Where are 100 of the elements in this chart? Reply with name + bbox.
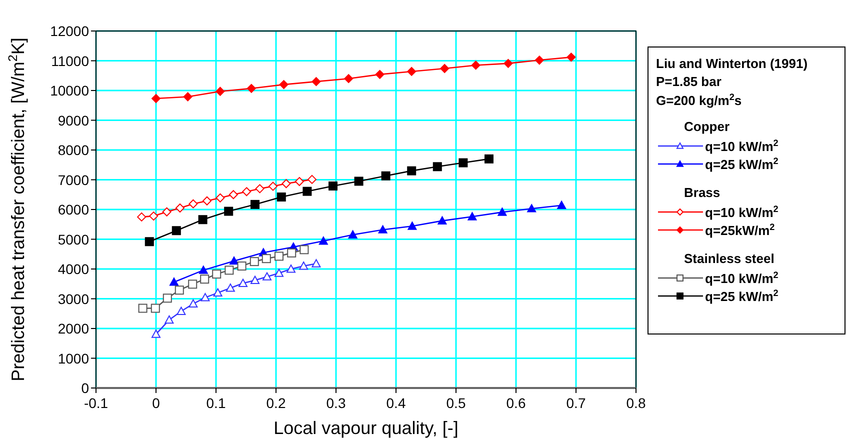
x-tick-label: 0.7: [566, 395, 586, 411]
point: [149, 212, 158, 221]
point: [344, 74, 354, 84]
point: [176, 306, 186, 315]
point: [237, 262, 246, 271]
point: [202, 196, 212, 206]
point: [138, 304, 148, 313]
legend-label: q=10 kW/m$^{2}$: [705, 138, 778, 154]
point: [198, 215, 208, 224]
point: [162, 207, 172, 216]
point: [137, 212, 146, 222]
y-tick-label: 2000: [58, 320, 90, 336]
point: [188, 280, 198, 289]
text: G=200 kg/m$^{2}$s: [656, 92, 742, 108]
y-tick-label: 0: [81, 380, 90, 396]
point: [152, 94, 160, 104]
point: [170, 278, 178, 286]
point: [188, 299, 198, 308]
point: [150, 304, 160, 313]
point: [224, 206, 234, 216]
legend-label: q=10 kW/m$^{2}$: [705, 270, 778, 286]
point: [242, 187, 252, 196]
point: [276, 192, 286, 202]
point: [328, 181, 338, 190]
x-tick-label: 0.8: [626, 395, 646, 411]
y-tick-label: 8000: [58, 142, 90, 158]
point: [200, 274, 210, 284]
point: [484, 154, 494, 164]
x-tick-label: 0.5: [446, 395, 466, 411]
point: [238, 278, 248, 287]
legend-title: Liu and Winterton (1991): [656, 56, 808, 71]
point: [250, 200, 260, 209]
y-tick-label: 9000: [58, 112, 90, 128]
text: Copper: [684, 119, 730, 134]
point: [498, 208, 507, 216]
y-tick-label: 1000: [58, 350, 90, 366]
point: [458, 158, 468, 168]
y-tick-label: 4000: [58, 261, 90, 277]
point: [200, 293, 210, 302]
point: [299, 262, 308, 270]
text: Brass: [684, 185, 720, 200]
point: [468, 212, 477, 220]
point: [144, 237, 154, 246]
point: [312, 77, 321, 86]
point: [407, 66, 416, 76]
y-tick-label: 7000: [58, 172, 90, 188]
point: [230, 256, 238, 265]
point: [172, 226, 181, 236]
point: [213, 288, 222, 296]
y-tick-label: 6000: [58, 202, 90, 218]
point: [262, 254, 271, 264]
point: [375, 70, 384, 79]
point: [308, 174, 316, 184]
point: [407, 166, 416, 176]
point: [432, 162, 442, 172]
point: [212, 270, 222, 279]
x-tick-label: 0.4: [386, 395, 406, 411]
point: [152, 330, 160, 338]
point: [274, 268, 284, 277]
x-tick-label: 0.3: [326, 395, 346, 411]
point: [471, 60, 480, 70]
point: [504, 58, 513, 68]
point: [250, 276, 260, 284]
point: [534, 56, 544, 65]
point: [318, 236, 328, 245]
x-tick-label: 0.6: [506, 395, 526, 411]
point: [246, 84, 256, 93]
x-tick-label: -0.1: [84, 395, 108, 411]
point: [378, 225, 388, 234]
point: [216, 86, 225, 96]
point: [174, 286, 184, 295]
point: [268, 182, 278, 191]
x-tick-label: 0.1: [206, 395, 226, 411]
point: [250, 257, 259, 266]
point: [381, 171, 390, 180]
legend-label: q=10 kW/m$^{2}$: [705, 204, 778, 220]
y-tick-label: 10000: [50, 82, 90, 98]
point: [274, 252, 284, 261]
point: [228, 190, 238, 200]
x-tick-label: 0: [152, 395, 160, 411]
point: [216, 193, 225, 202]
point: [408, 222, 417, 230]
point: [440, 64, 450, 73]
legend-label: q=25 kW/m$^{2}$: [705, 156, 778, 172]
legend-label: q=25kW/m$^{2}$: [705, 222, 775, 238]
point: [188, 199, 198, 208]
point: [566, 52, 576, 62]
point: [198, 266, 208, 274]
point: [302, 186, 312, 196]
point: [354, 176, 364, 186]
point: [279, 80, 288, 90]
point: [527, 204, 536, 212]
point: [557, 200, 566, 210]
point: [262, 272, 272, 280]
point: [286, 264, 296, 273]
point: [312, 259, 321, 268]
text: P=1.85 bar: [656, 74, 722, 89]
point: [164, 315, 174, 324]
y-tick-label: 11000: [51, 52, 90, 69]
point: [294, 177, 304, 186]
